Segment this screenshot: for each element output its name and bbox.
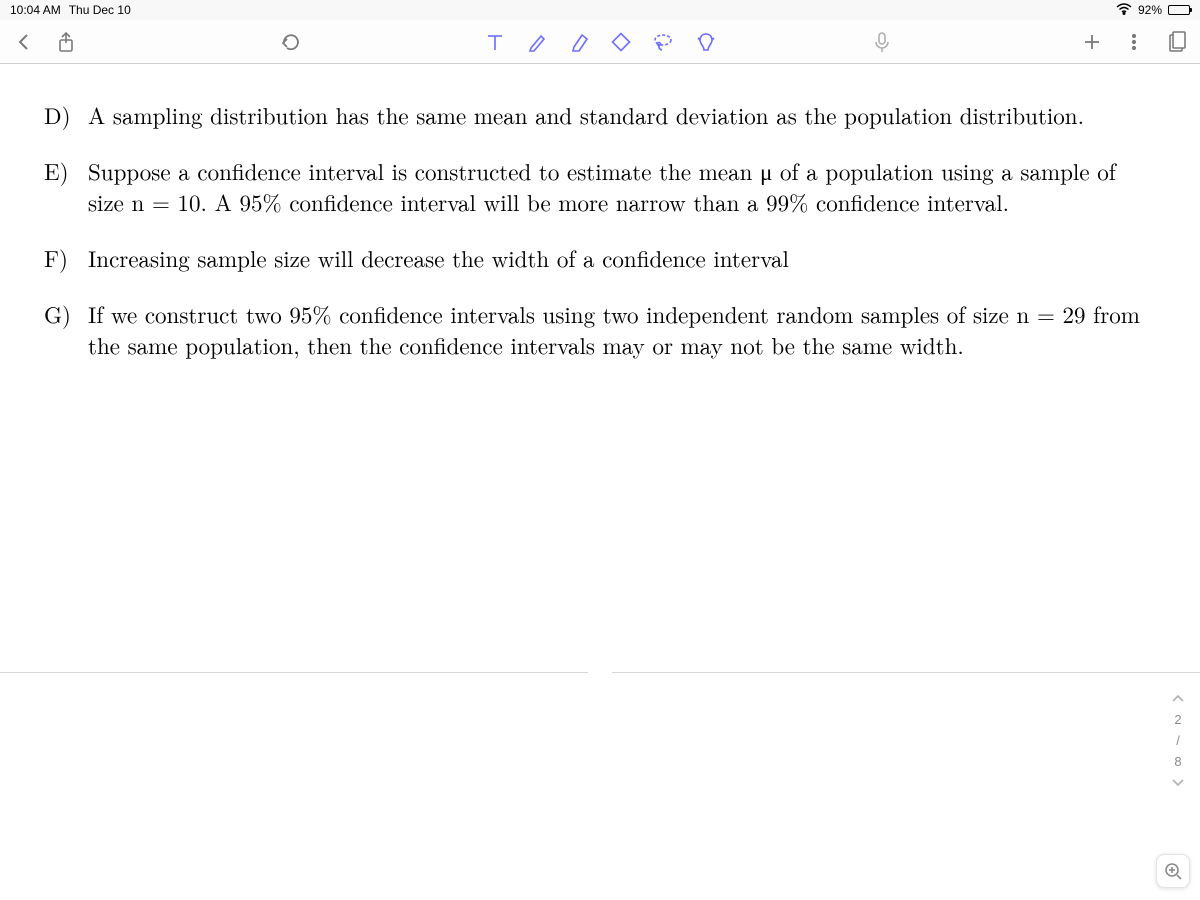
item-body: If we construct two 95% confidence inter… (88, 299, 1156, 360)
pages-button[interactable] (1164, 30, 1188, 54)
page-current: 2 (1174, 712, 1181, 727)
page-total: 8 (1174, 754, 1181, 769)
question-item: E) Suppose a confidence interval is cons… (44, 156, 1156, 217)
status-left: 10:04 AM Thu Dec 10 (10, 3, 131, 17)
question-item: G) If we construct two 95% confidence in… (44, 299, 1156, 360)
eraser-tool-icon[interactable] (609, 30, 633, 54)
item-body: Increasing sample size will decrease the… (88, 243, 1156, 273)
page-down-icon[interactable] (1171, 775, 1185, 791)
item-body: Suppose a confidence interval is constru… (88, 156, 1156, 217)
battery-icon (1168, 5, 1190, 15)
photo-tool-icon[interactable] (693, 30, 717, 54)
wifi-icon (1116, 3, 1132, 18)
more-button[interactable] (1122, 30, 1146, 54)
status-date: Thu Dec 10 (69, 3, 131, 17)
item-label: E) (44, 156, 88, 217)
document-page: D) A sampling distribution has the same … (0, 64, 1200, 900)
status-bar: 10:04 AM Thu Dec 10 92% (0, 0, 1200, 20)
mic-button[interactable] (870, 30, 894, 54)
battery-pct: 92% (1138, 3, 1162, 17)
back-button[interactable] (12, 30, 36, 54)
text-tool-icon[interactable] (483, 30, 507, 54)
zoom-button[interactable] (1156, 854, 1190, 888)
share-button[interactable] (54, 30, 78, 54)
pencil-tool-icon[interactable] (525, 30, 549, 54)
status-time: 10:04 AM (10, 3, 61, 17)
undo-button[interactable] (278, 30, 302, 54)
item-label: G) (44, 299, 88, 360)
question-item: F) Increasing sample size will decrease … (44, 243, 1156, 273)
question-item: D) A sampling distribution has the same … (44, 100, 1156, 130)
tool-palette (483, 30, 717, 54)
page-up-icon[interactable] (1171, 690, 1185, 706)
item-body: A sampling distribution has the same mea… (88, 100, 1156, 130)
page-separator: / (1176, 733, 1180, 748)
page-indicator[interactable]: 2 / 8 (1164, 690, 1192, 791)
item-label: D) (44, 100, 88, 130)
toolbar (0, 20, 1200, 64)
highlighter-tool-icon[interactable] (567, 30, 591, 54)
status-right: 92% (1116, 3, 1190, 18)
add-button[interactable] (1080, 30, 1104, 54)
item-label: F) (44, 243, 88, 273)
lasso-tool-icon[interactable] (651, 30, 675, 54)
page-break (0, 672, 1200, 700)
